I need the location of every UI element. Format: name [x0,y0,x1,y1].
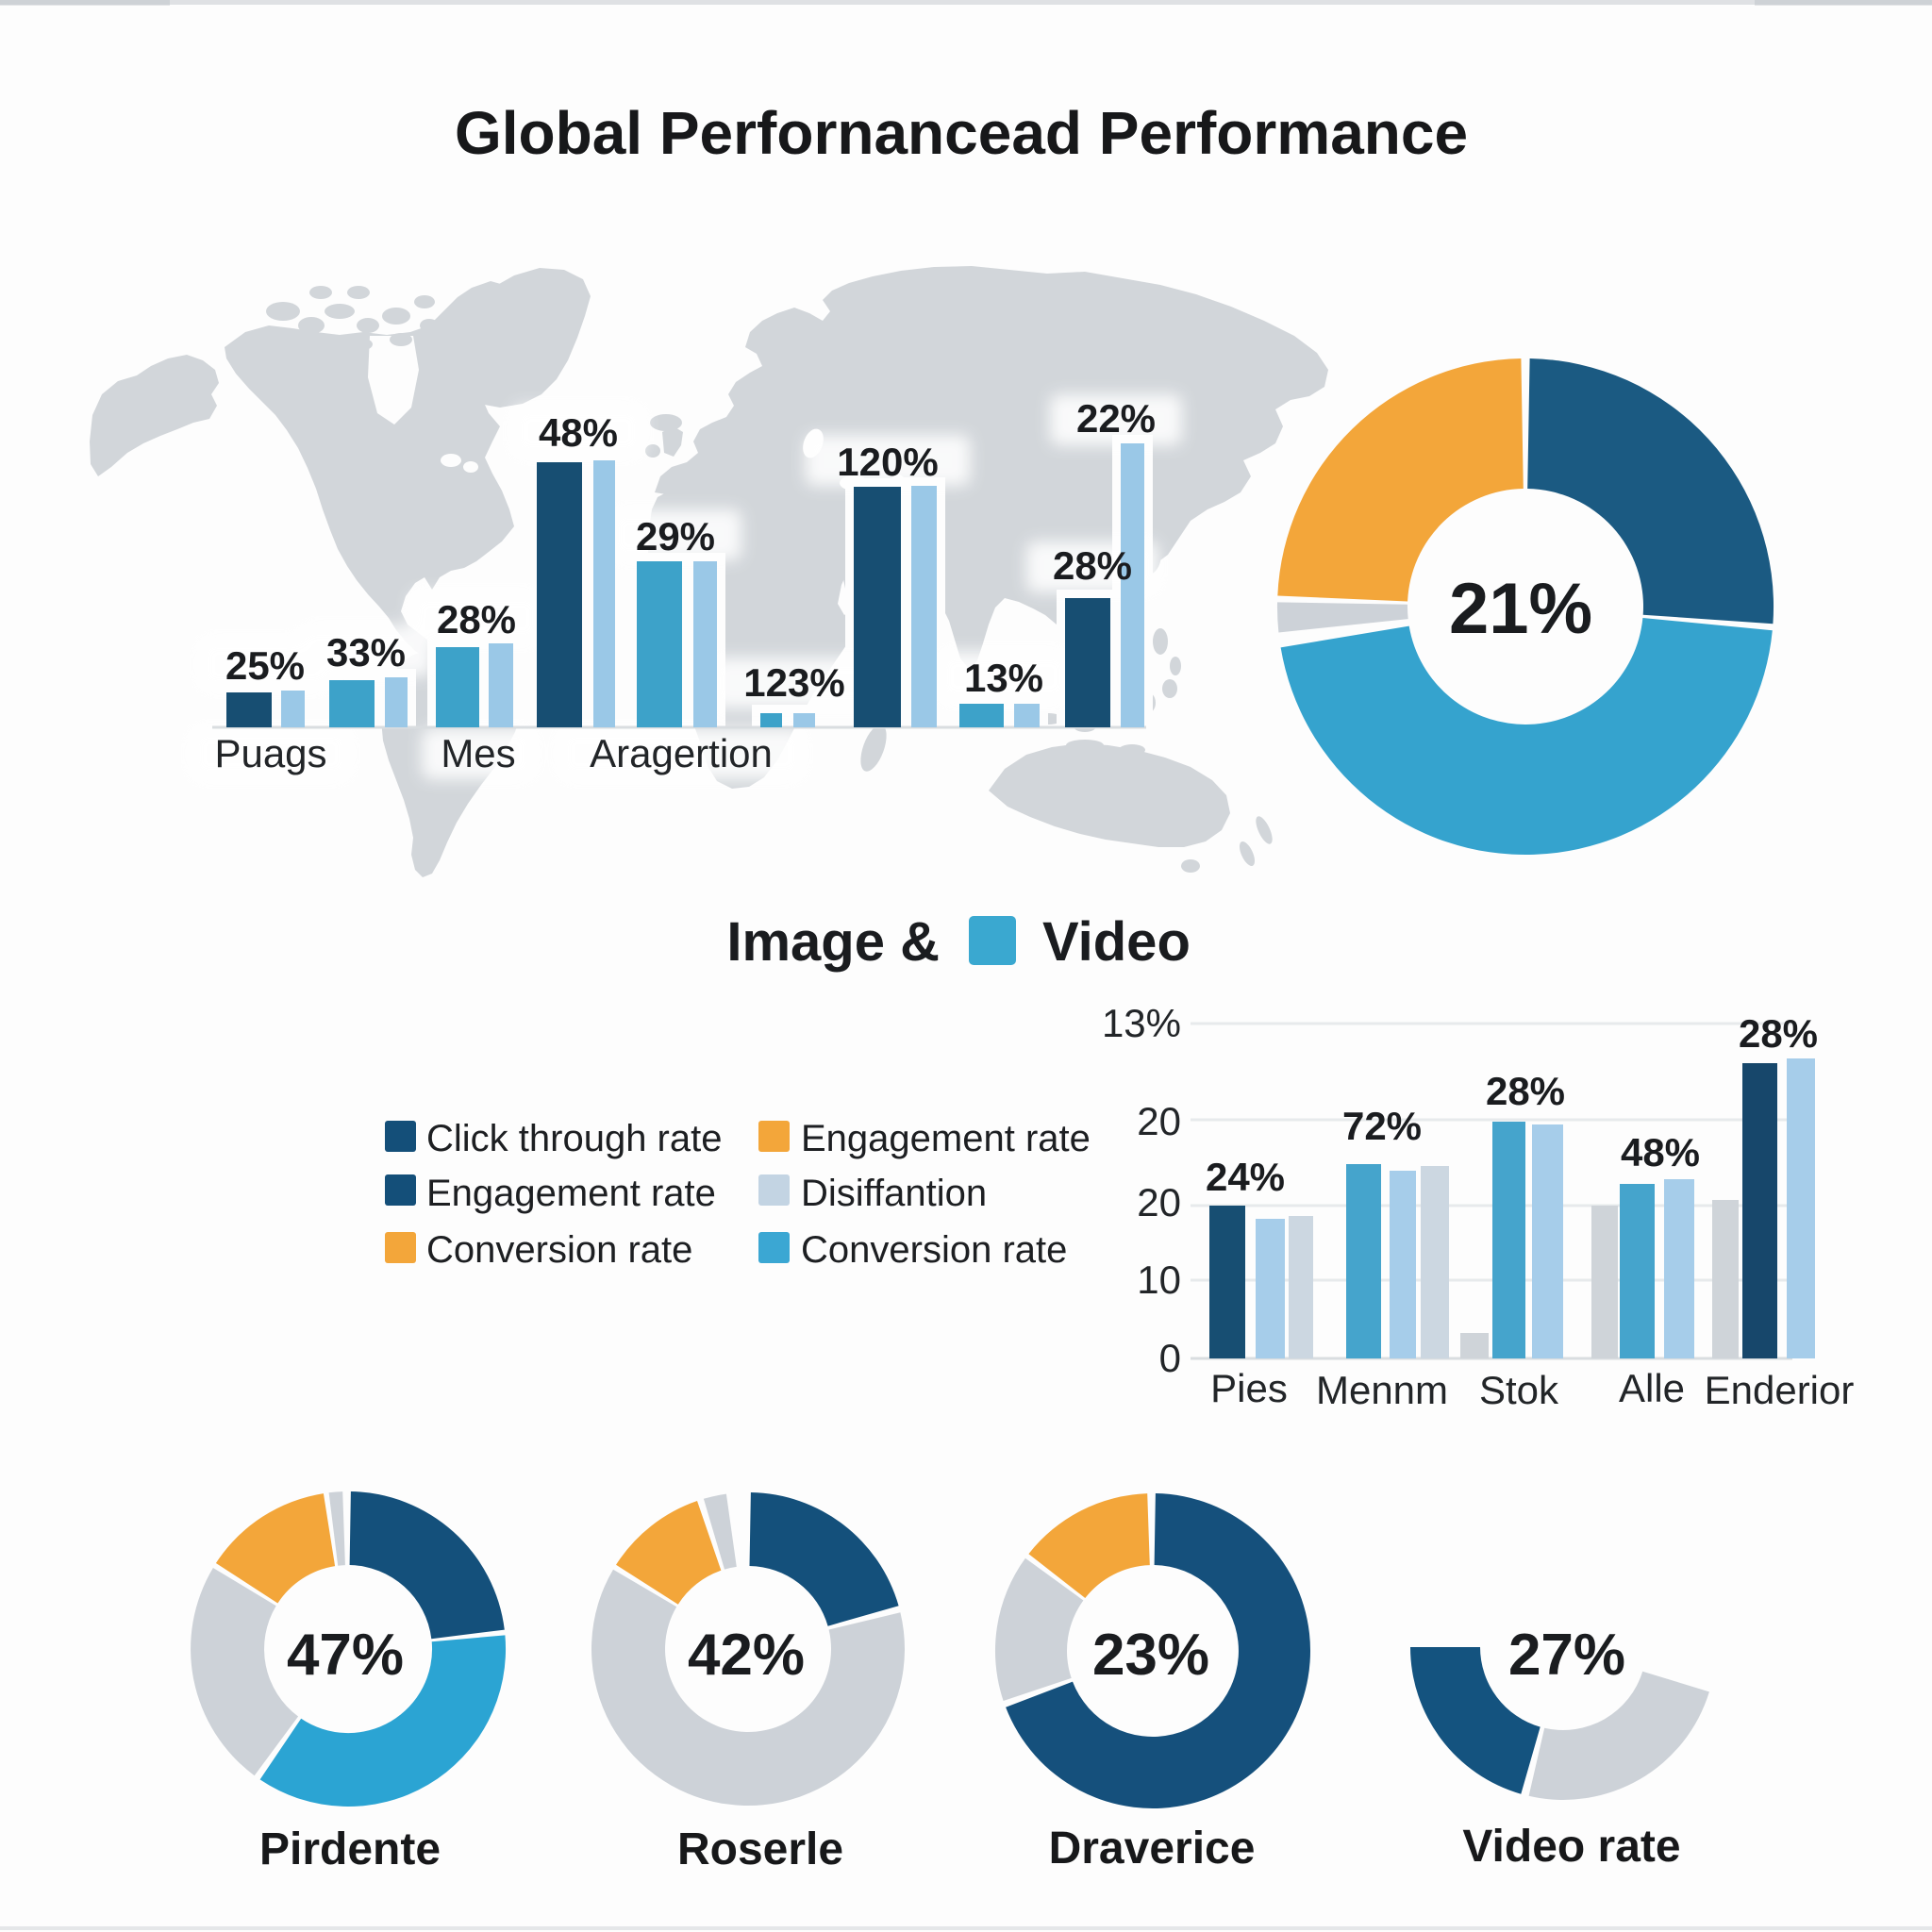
svg-text:Alle: Alle [1619,1366,1685,1410]
svg-text:29%: 29% [636,514,715,558]
svg-text:Puags: Puags [214,731,326,775]
svg-text:48%: 48% [539,410,618,455]
svg-text:Aragertion: Aragertion [590,731,773,775]
svg-text:48%: 48% [1621,1130,1700,1174]
svg-text:Video rate: Video rate [1462,1822,1680,1872]
svg-text:42%: 42% [688,1623,805,1688]
svg-text:25%: 25% [225,643,305,688]
svg-text:Disiffantion: Disiffantion [801,1173,987,1214]
svg-text:Draverice: Draverice [1049,1824,1256,1874]
svg-text:22%: 22% [1076,396,1156,441]
svg-text:120%: 120% [837,440,938,484]
svg-text:Global Perfornancead Performan: Global Perfornancead Performance [455,99,1468,167]
svg-text:Stok: Stok [1479,1368,1559,1412]
svg-text:Pies: Pies [1210,1366,1288,1410]
svg-text:0: 0 [1159,1336,1181,1380]
svg-text:10: 10 [1137,1257,1181,1302]
svg-text:Conversion rate: Conversion rate [426,1229,692,1271]
svg-text:28%: 28% [1486,1069,1565,1113]
svg-text:Mennm: Mennm [1316,1368,1448,1412]
svg-text:21%: 21% [1449,569,1592,649]
svg-text:Click through rate: Click through rate [426,1118,722,1159]
svg-text:28%: 28% [1739,1011,1818,1056]
svg-text:24%: 24% [1206,1155,1285,1199]
svg-text:Video: Video [1042,911,1191,973]
svg-text:23%: 23% [1092,1623,1209,1688]
svg-text:28%: 28% [1053,543,1132,588]
svg-text:Enderior: Enderior [1705,1368,1855,1412]
svg-text:Engagement rate: Engagement rate [426,1173,716,1214]
svg-text:33%: 33% [326,630,406,675]
svg-text:47%: 47% [287,1623,404,1688]
svg-text:72%: 72% [1342,1104,1422,1148]
svg-text:Conversion rate: Conversion rate [801,1229,1067,1271]
svg-text:13%: 13% [1102,1001,1181,1045]
svg-text:123%: 123% [743,660,844,705]
svg-text:Image &: Image & [726,911,940,973]
svg-text:13%: 13% [964,656,1043,700]
svg-text:Roserle: Roserle [677,1824,843,1874]
svg-text:20: 20 [1137,1180,1181,1224]
svg-text:27%: 27% [1508,1623,1625,1688]
svg-text:20: 20 [1137,1099,1181,1143]
svg-text:28%: 28% [437,597,516,641]
svg-text:Mes: Mes [441,731,515,775]
svg-text:Engagement rate: Engagement rate [801,1118,1091,1159]
svg-text:Pirdente: Pirdente [259,1824,441,1874]
